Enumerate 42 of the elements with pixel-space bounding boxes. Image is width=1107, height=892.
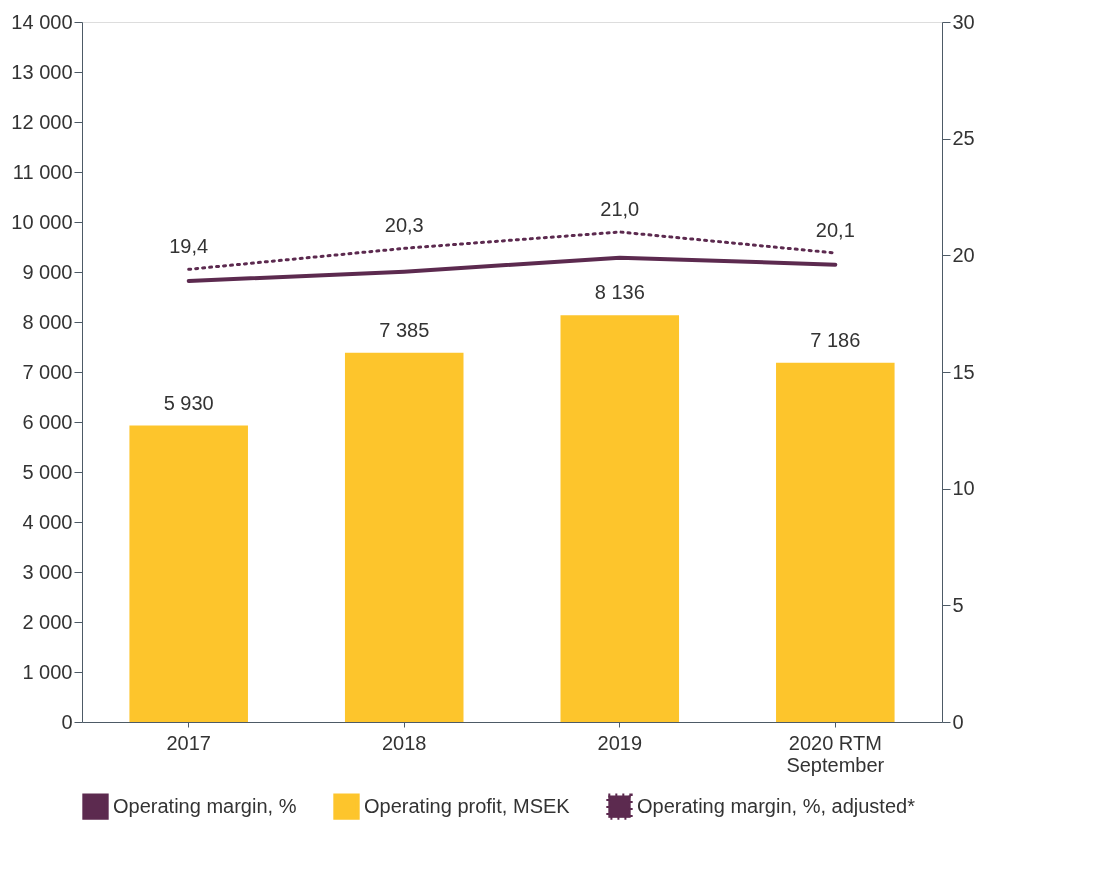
y-tick-label: 14 000 xyxy=(11,10,73,33)
y-tick-label: 8 000 xyxy=(22,310,73,333)
data-label: 21,0 xyxy=(600,198,640,220)
y-tick-label: 0 xyxy=(61,710,73,733)
y-tick-label: 5 000 xyxy=(22,460,73,483)
x-tick-label: 2020 RTM September xyxy=(786,731,885,776)
data-label: 19,4 xyxy=(169,235,209,258)
y2-tick-label: 5 xyxy=(952,593,964,616)
x-tick-label: 2019 xyxy=(597,731,643,754)
data-label: 20,1 xyxy=(815,219,855,241)
y-tick-label: 3 000 xyxy=(22,560,73,583)
y-tick-label: 13 000 xyxy=(11,60,73,83)
y2-tick-label: 0 xyxy=(952,710,964,733)
y-tick-label: 1 000 xyxy=(22,660,73,683)
y-tick-label: 12 000 xyxy=(11,110,73,133)
x-tick-label: 2017 xyxy=(166,731,211,754)
x-tick-label: 2018 xyxy=(381,731,427,754)
legend-label: Operating profit, MSEK xyxy=(364,794,571,817)
data-label: 8 136 xyxy=(594,281,645,304)
y-tick-label: 6 000 xyxy=(22,410,73,433)
y-tick-label: 9 000 xyxy=(22,260,73,283)
y-tick-label: 7 000 xyxy=(22,360,73,383)
data-label: 5 930 xyxy=(163,391,214,414)
y-tick-label: 4 000 xyxy=(22,510,73,533)
line-series xyxy=(186,255,838,283)
y2-tick-label: 10 xyxy=(952,477,975,500)
legend-label: Operating margin, %, adjusted* xyxy=(637,794,916,817)
legend-label: Operating margin, % xyxy=(113,794,297,817)
bar xyxy=(560,315,680,722)
bar xyxy=(344,352,464,722)
y2-tick-label: 20 xyxy=(952,243,975,266)
y2-tick-label: 30 xyxy=(952,10,975,33)
y-tick-label: 11 000 xyxy=(12,160,73,183)
y2-tick-label: 15 xyxy=(952,360,975,383)
data-label: 7 385 xyxy=(379,318,430,341)
data-label: 7 186 xyxy=(810,328,861,351)
y2-tick-label: 25 xyxy=(952,127,975,150)
bar xyxy=(129,425,248,722)
y-tick-label: 10 000 xyxy=(11,210,73,233)
bar xyxy=(776,362,895,722)
data-label: 20,3 xyxy=(384,214,424,237)
y-tick-label: 2 000 xyxy=(22,610,73,633)
